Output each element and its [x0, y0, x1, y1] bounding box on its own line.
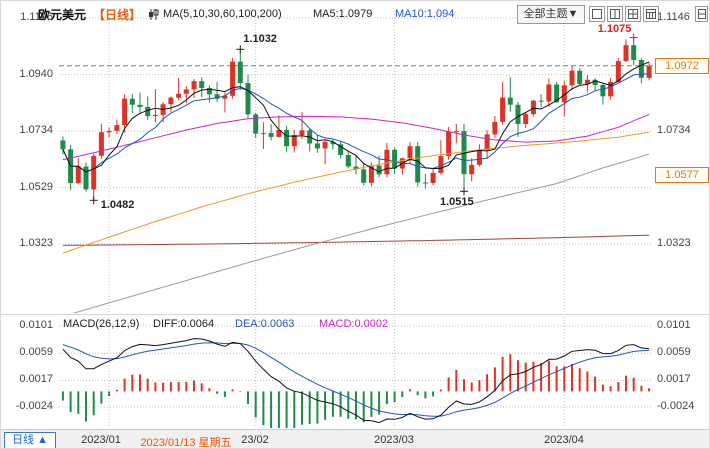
extreme-price-markers: [89, 33, 638, 205]
macd-dea-value: DEA:0.0063: [235, 318, 295, 330]
macd-tick-right: 0.0101: [657, 319, 691, 331]
ma10-value: MA10:1.094: [395, 8, 455, 20]
price-annotation: 1.0515: [440, 196, 474, 209]
secondary-price-tag: 1.0577: [655, 167, 709, 183]
y-tick-left: 1.1146: [20, 11, 53, 23]
macd-tick-left: 0.0017: [19, 373, 53, 385]
macd-tick-left: -0.0024: [15, 400, 53, 412]
layout-single-icon[interactable]: [589, 6, 605, 22]
macd-tick-left: 0.0059: [19, 346, 53, 358]
x-axis-label: 2023/01: [81, 434, 121, 446]
macd-macd-value: MACD:0.0002: [319, 318, 389, 330]
period-arrow-icon: ▲: [37, 434, 48, 446]
period-selector[interactable]: 日线 ▲: [4, 432, 56, 448]
price-annotation: 1.0482: [100, 199, 135, 212]
y-tick-left: 1.0323: [19, 237, 53, 249]
layout-grid-icon[interactable]: [625, 6, 641, 22]
time-axis-bar: [1, 429, 709, 448]
indicator-candle-icon: [147, 8, 160, 21]
macd-tick-right: 0.0059: [657, 346, 691, 358]
candlesticks: [60, 37, 652, 201]
price-annotation: 1.1032: [243, 33, 277, 46]
ma-group-label: MA(5,10,30,60,100,200): [163, 8, 282, 20]
macd-tick-right: -0.0024: [657, 400, 695, 412]
price-annotation: 1.1075: [597, 23, 632, 36]
y-tick-right: 1.0323: [657, 237, 691, 249]
y-tick-right: 1.1146: [657, 11, 690, 23]
layout-multi-icon[interactable]: [643, 6, 659, 22]
period-label: 【日线】: [93, 8, 142, 22]
last-price-tag: 1.0972: [655, 58, 709, 74]
x-axis-label: 23/02: [241, 434, 269, 446]
x-axis-label: 2023/03: [374, 434, 414, 446]
macd-title: MACD(26,12,9): [63, 318, 140, 330]
theme-dropdown[interactable]: 全部主题▼: [517, 5, 585, 24]
pane-separator: [1, 314, 709, 315]
ma-lines: [62, 61, 650, 313]
symbol-title: 欧元美元: [38, 8, 87, 22]
macd-diff-value: DIFF:0.0064: [153, 318, 215, 330]
y-tick-left: 1.0529: [19, 181, 53, 193]
y-tick-right: 1.0734: [657, 124, 691, 136]
ma5-value: MA5:1.0979: [313, 8, 373, 20]
x-axis-label: 2023/04: [544, 434, 584, 446]
period-selector-label: 日线: [12, 434, 35, 446]
macd-series: [61, 338, 651, 428]
x-axis-label-selected-date: 2023/01/13 星期五: [140, 437, 232, 449]
layout-split-icon[interactable]: [607, 6, 623, 22]
panel-toggle-icon[interactable]: [695, 6, 708, 22]
y-tick-left: 1.0734: [19, 124, 53, 136]
y-tick-left: 1.0940: [19, 68, 53, 80]
macd-tick-left: 0.0101: [19, 319, 53, 331]
macd-tick-right: 0.0017: [657, 373, 691, 385]
